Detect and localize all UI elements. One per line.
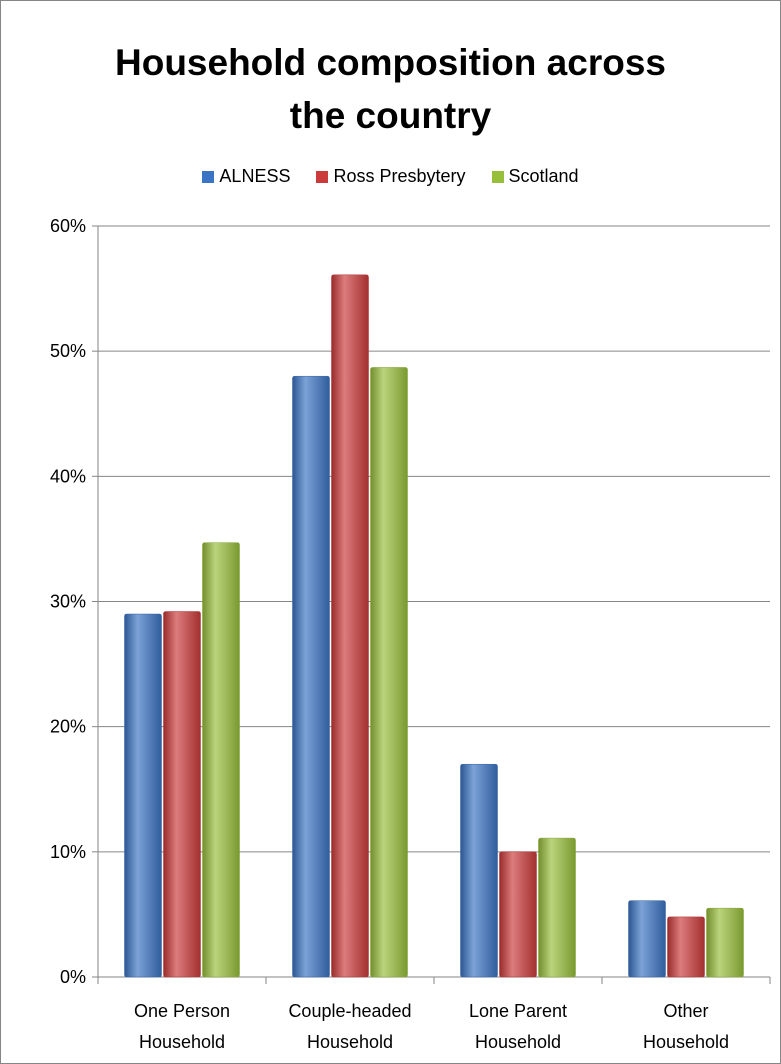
chart-title-line-1: Household composition across <box>115 42 666 83</box>
x-category-label: Household <box>139 1032 225 1052</box>
bar-scotland <box>202 542 240 978</box>
x-category-label: Household <box>643 1032 729 1052</box>
y-tick-label: 40% <box>50 466 86 486</box>
x-category-label: Lone Parent <box>469 1001 567 1021</box>
bar-ross-presbytery <box>163 611 201 978</box>
bar-ross-presbytery <box>499 851 537 978</box>
x-category-label: One Person <box>134 1001 230 1021</box>
chart-title: Household composition across the country <box>0 36 781 142</box>
bar-alness <box>460 763 498 978</box>
legend-item-alness: ALNESS <box>202 166 290 187</box>
y-tick-label: 30% <box>50 592 86 612</box>
chart-title-line-2: the country <box>289 95 492 136</box>
y-tick-label: 10% <box>50 842 86 862</box>
bar-scotland <box>706 907 744 978</box>
legend-swatch-alness <box>202 170 215 183</box>
x-category-label: Couple-headed <box>288 1001 411 1021</box>
y-tick-label: 60% <box>50 216 86 236</box>
y-tick-label: 20% <box>50 717 86 737</box>
legend-item-scotland: Scotland <box>491 166 579 187</box>
y-tick-label: 50% <box>50 341 86 361</box>
legend-label-alness: ALNESS <box>219 166 291 186</box>
legend: ALNESS Ross Presbytery Scotland <box>0 166 781 187</box>
legend-swatch-scotland <box>491 170 504 183</box>
x-category-label: Household <box>307 1032 393 1052</box>
bar-scotland <box>538 837 576 978</box>
bar-alness <box>292 375 330 978</box>
y-tick-label: 0% <box>60 967 86 987</box>
bar-alness <box>124 613 162 978</box>
x-category-label: Other <box>663 1001 708 1021</box>
legend-swatch-ross-presbytery <box>316 170 329 183</box>
x-category-label: Household <box>475 1032 561 1052</box>
legend-item-ross-presbytery: Ross Presbytery <box>316 166 466 187</box>
bar-ross-presbytery <box>667 916 705 978</box>
bar-ross-presbytery <box>331 274 369 978</box>
legend-label-ross-presbytery: Ross Presbytery <box>333 166 466 186</box>
legend-label-scotland: Scotland <box>508 166 579 186</box>
bar-scotland <box>370 367 408 978</box>
bar-alness <box>628 900 666 978</box>
